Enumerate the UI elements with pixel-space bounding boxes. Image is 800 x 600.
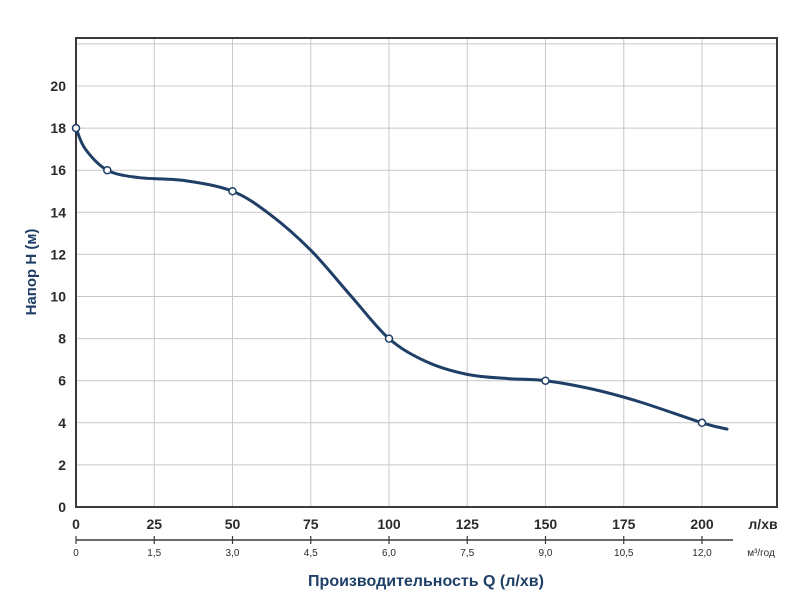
data-point-marker <box>697 418 707 428</box>
x-tick-label: 0 <box>72 516 80 532</box>
x-axis-unit: л/хв <box>748 516 778 532</box>
data-point-marker <box>384 334 394 343</box>
secondary-x-axis-unit: м³/год <box>747 548 775 559</box>
y-tick-label: 0 <box>58 499 66 515</box>
y-tick-label: 14 <box>50 204 66 220</box>
x-tick-label: 150 <box>534 516 558 532</box>
secondary-x-tick-label: 6,0 <box>382 548 396 559</box>
x-axis-ticks: 0 25 50 75 100 125 150 175 200 <box>72 516 714 532</box>
data-point-marker <box>103 165 112 175</box>
x-tick-label: 200 <box>690 516 714 532</box>
y-tick-label: 4 <box>58 415 66 431</box>
plot-frame <box>75 37 778 508</box>
data-point-marker <box>541 376 550 385</box>
x-tick-label: 50 <box>225 516 241 532</box>
data-point-marker <box>228 187 237 196</box>
series-group <box>71 123 729 431</box>
y-tick-label: 6 <box>58 373 66 389</box>
secondary-x-axis-ticks: 0 1,5 3,0 4,5 6,0 7,5 9,0 10,5 12,0 <box>73 536 712 559</box>
y-tick-label: 18 <box>50 120 66 136</box>
secondary-x-tick-label: 9,0 <box>539 548 553 559</box>
grid <box>76 38 777 507</box>
data-point-marker <box>71 123 81 133</box>
y-tick-label: 2 <box>58 457 66 473</box>
x-tick-label: 75 <box>303 516 319 532</box>
secondary-x-tick-label: 7,5 <box>460 548 474 559</box>
y-tick-label: 12 <box>50 246 66 262</box>
y-tick-label: 16 <box>50 162 66 178</box>
secondary-x-tick-label: 0 <box>73 548 79 559</box>
x-tick-label: 25 <box>146 516 162 532</box>
performance-curve <box>74 126 729 431</box>
x-tick-label: 125 <box>456 516 480 532</box>
secondary-x-tick-label: 3,0 <box>226 548 240 559</box>
secondary-x-tick-label: 4,5 <box>304 548 318 559</box>
secondary-x-tick-label: 12,0 <box>692 548 712 559</box>
x-axis-title: Производительность Q (л/хв) <box>308 573 544 590</box>
y-tick-label: 8 <box>58 331 66 347</box>
x-tick-label: 175 <box>612 516 636 532</box>
x-tick-label: 100 <box>377 516 401 532</box>
secondary-x-tick-label: 10,5 <box>614 548 634 559</box>
y-tick-label: 20 <box>50 78 66 94</box>
y-tick-label: 10 <box>50 289 66 305</box>
y-axis-ticks: 0 2 4 6 8 10 12 14 16 18 20 <box>50 78 66 515</box>
y-axis-title: Напор H (м) <box>23 229 40 316</box>
secondary-x-tick-label: 1,5 <box>147 548 161 559</box>
